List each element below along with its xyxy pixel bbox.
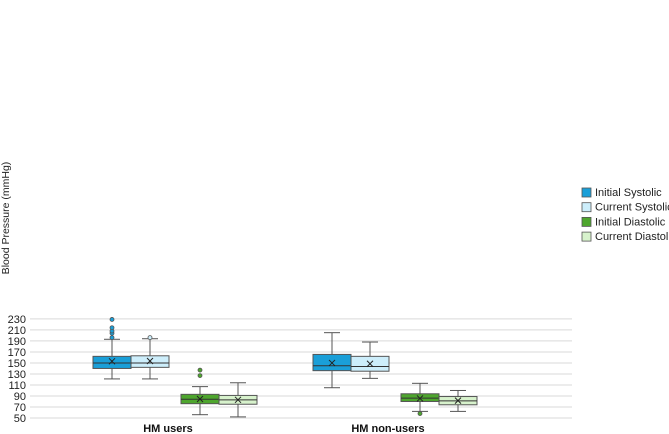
legend-swatch bbox=[581, 231, 592, 242]
y-tick-label: 50 bbox=[14, 413, 26, 425]
box-plots bbox=[92, 317, 478, 418]
box-0-0 bbox=[92, 317, 132, 380]
outlier-point bbox=[109, 317, 115, 322]
category-label: HM users bbox=[143, 423, 193, 434]
box-2-1 bbox=[400, 382, 440, 416]
mean-marker bbox=[196, 395, 204, 403]
iqr-box bbox=[400, 393, 440, 402]
y-tick-label: 130 bbox=[8, 369, 26, 381]
legend-swatch bbox=[581, 216, 592, 227]
legend-label: Initial Systolic bbox=[595, 187, 662, 199]
box-2-0 bbox=[180, 367, 220, 416]
legend: Initial Systolic Current Systolic Initial … bbox=[581, 187, 669, 243]
box-1-0 bbox=[130, 335, 170, 380]
legend-label: Current Diastolic bbox=[595, 231, 669, 243]
y-tick-label: 210 bbox=[8, 325, 26, 337]
y-tick-label: 170 bbox=[8, 347, 26, 359]
outlier-point bbox=[147, 335, 153, 341]
mean-marker bbox=[366, 360, 374, 368]
y-tick-label: 70 bbox=[14, 402, 26, 414]
category-label: HM non-users bbox=[351, 423, 424, 434]
legend-label: Initial Diastolic bbox=[595, 216, 666, 228]
outlier-point bbox=[197, 373, 203, 379]
legend-label: Current Systolic bbox=[595, 202, 669, 214]
box-3-1 bbox=[438, 389, 478, 412]
box-1-1 bbox=[350, 341, 390, 379]
outlier-point bbox=[109, 335, 115, 341]
mean-marker bbox=[146, 357, 154, 365]
y-tick-label: 190 bbox=[8, 336, 26, 348]
legend-swatch bbox=[581, 202, 592, 213]
box-3-0 bbox=[218, 382, 258, 418]
outlier-point bbox=[109, 325, 115, 331]
mean-marker bbox=[328, 359, 336, 367]
outlier-point bbox=[417, 411, 423, 416]
y-tick-label: 90 bbox=[14, 391, 26, 403]
outlier-point bbox=[197, 367, 203, 373]
iqr-box bbox=[92, 355, 132, 369]
mean-marker bbox=[234, 396, 242, 404]
mean-marker bbox=[108, 357, 116, 365]
y-tick-label: 150 bbox=[8, 358, 26, 370]
y-tick-label: 230 bbox=[8, 314, 26, 326]
mean-marker bbox=[416, 395, 424, 402]
box-0-1 bbox=[312, 332, 352, 389]
category-labels: HM users HM non-users bbox=[143, 423, 424, 434]
legend-swatch bbox=[581, 187, 592, 198]
mean-marker bbox=[454, 397, 462, 405]
y-tick-label: 110 bbox=[8, 380, 26, 392]
y-axis-title: Blood Pressure (mmHg) bbox=[0, 162, 12, 275]
